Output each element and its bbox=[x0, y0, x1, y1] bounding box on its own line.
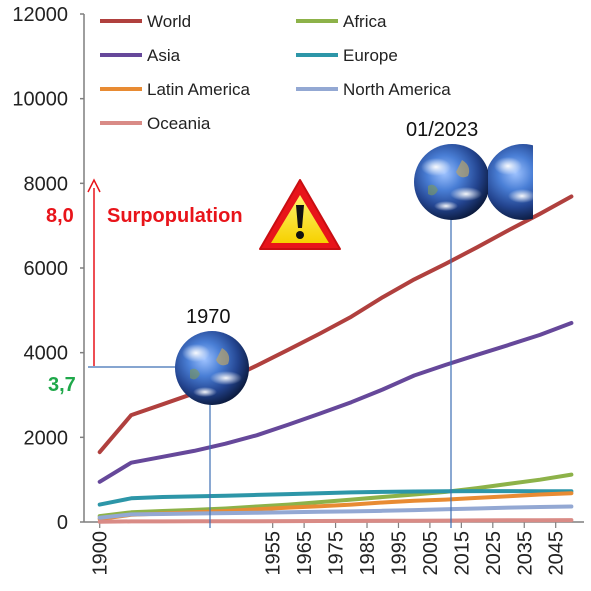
series-lines bbox=[97, 194, 574, 524]
x-tick-label: 2045 bbox=[546, 531, 568, 576]
x-tick-label: 1900 bbox=[90, 531, 112, 576]
legend-label: Oceania bbox=[147, 114, 211, 133]
legend: World Africa Asia Europe Latin America North … bbox=[100, 12, 451, 133]
x-tick-labels: 1900 1955 1965 1975 1985 1995 2005 2015 2025 2035… bbox=[90, 522, 568, 576]
series-line-north-america bbox=[97, 504, 574, 520]
y-tick-label: 0 bbox=[57, 512, 68, 534]
earth-globe-second-icon bbox=[488, 144, 533, 220]
legend-label: Europe bbox=[343, 46, 398, 65]
x-tick-label: 2005 bbox=[420, 531, 442, 576]
x-tick-label: 1995 bbox=[388, 531, 410, 576]
legend-label: North America bbox=[343, 80, 451, 99]
series-line-asia bbox=[97, 321, 574, 484]
legend-label: World bbox=[147, 12, 191, 31]
x-tick-label: 1985 bbox=[357, 531, 379, 576]
y-tick-label: 8000 bbox=[24, 173, 69, 195]
year-1970-label: 1970 bbox=[186, 306, 231, 328]
series-line-africa bbox=[97, 472, 574, 519]
year-now-label: 01/2023 bbox=[406, 119, 478, 141]
x-tick-label: 2035 bbox=[514, 531, 536, 576]
x-tick-label: 2015 bbox=[451, 531, 473, 576]
series-line-oceania bbox=[97, 518, 574, 524]
warning-icon bbox=[259, 179, 341, 250]
y-tick-label: 12000 bbox=[12, 4, 68, 26]
y-tick-label: 6000 bbox=[24, 258, 69, 280]
legend-label: Asia bbox=[147, 46, 181, 65]
value-1970-label: 3,7 bbox=[48, 374, 76, 396]
series-line-europe bbox=[97, 489, 574, 507]
legend-label: Africa bbox=[343, 12, 387, 31]
earth-globe-2023-icon bbox=[414, 144, 490, 220]
y-tick-label: 10000 bbox=[12, 89, 68, 111]
growth-arrow bbox=[87, 178, 101, 366]
y-tick-label: 4000 bbox=[24, 343, 69, 365]
y-tick-label: 2000 bbox=[24, 427, 69, 449]
x-tick-label: 1965 bbox=[294, 531, 316, 576]
y-tick-labels: 0 2000 4000 6000 8000 10000 12000 bbox=[12, 4, 84, 534]
warning-label: Surpopulation bbox=[107, 205, 243, 227]
x-tick-label: 1955 bbox=[263, 531, 285, 576]
legend-label: Latin America bbox=[147, 80, 251, 99]
x-tick-label: 1975 bbox=[326, 531, 348, 576]
series-line-world bbox=[97, 194, 574, 455]
x-tick-label: 2025 bbox=[483, 531, 505, 576]
value-now-label: 8,0 bbox=[46, 205, 74, 227]
earth-globe-1970-icon bbox=[175, 331, 249, 405]
